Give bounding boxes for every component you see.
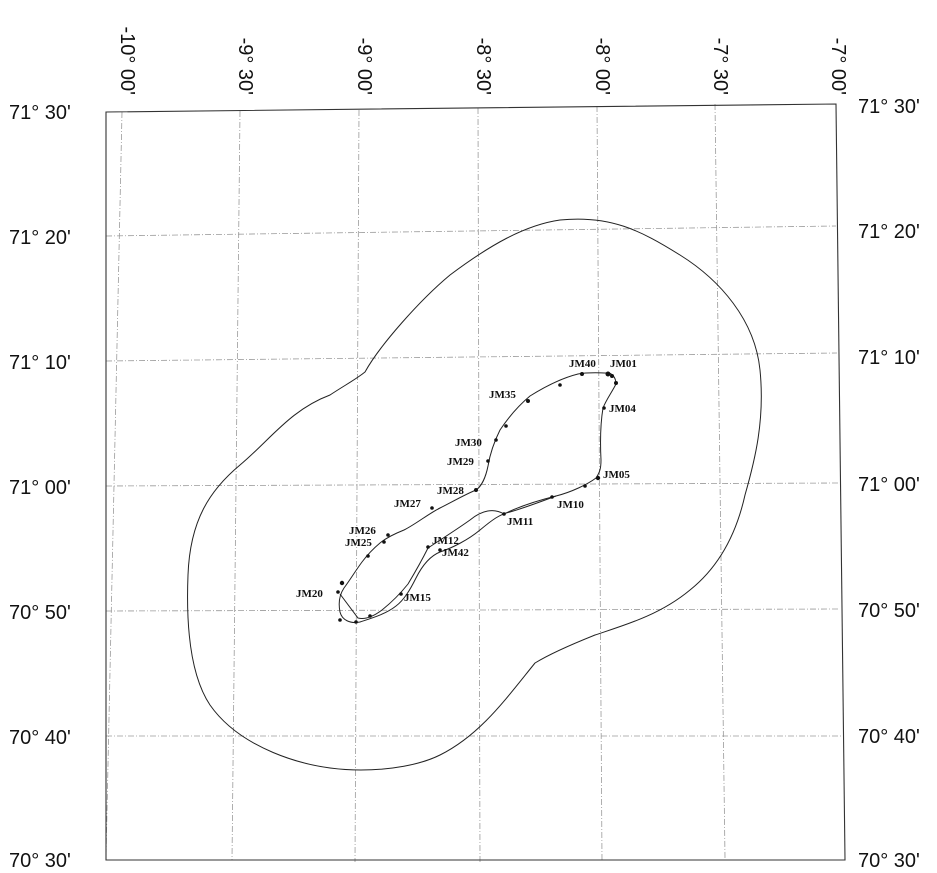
lon-label-10-00: -10° 00' <box>116 26 138 95</box>
station-dot-jm15 <box>399 592 403 596</box>
station-label-jm29: JM29 <box>447 456 474 468</box>
station-dot-jm35 <box>526 399 530 403</box>
station-label-jm42: JM42 <box>442 547 469 559</box>
lat-right-71-00: 71° 00' <box>858 474 920 496</box>
station-dot-jm02 <box>614 381 618 385</box>
station-label-jm01: JM01 <box>610 358 637 370</box>
lon-label-8-00: -8° 00' <box>591 38 613 95</box>
lat-right-71-30: 71° 30' <box>858 96 920 118</box>
meridian-8-30 <box>477 107 481 863</box>
meridian-9-00 <box>354 109 360 863</box>
latitude-labels-right: 71° 30' 71° 20' 71° 10' 71° 00' 70° 50' … <box>858 96 920 872</box>
lat-right-71-20: 71° 20' <box>858 221 920 243</box>
lat-right-70-50: 70° 50' <box>858 600 920 622</box>
station-label-jm25: JM25 <box>345 537 372 549</box>
outer-boundary <box>187 218 762 771</box>
lon-label-7-30: -7° 30' <box>709 38 731 95</box>
lon-label-9-30: -9° 30' <box>234 38 256 95</box>
station-label-jm40: JM40 <box>569 358 596 370</box>
station-label-jm26: JM26 <box>349 525 376 537</box>
parallel-71-20 <box>105 225 837 237</box>
station-dot-jm25 <box>382 540 386 544</box>
station-dot-jm30 <box>494 438 498 442</box>
lat-left-71-20: 71° 20' <box>9 227 71 249</box>
latitude-gridlines <box>105 225 842 737</box>
station-label-jm15: JM15 <box>404 592 431 604</box>
lon-label-7-00: -7° 00' <box>827 38 849 95</box>
lat-left-70-30: 70° 30' <box>9 850 71 872</box>
station-label-jm11: JM11 <box>507 516 533 528</box>
parallel-71-00 <box>105 482 839 487</box>
station-label-jm28: JM28 <box>437 485 464 497</box>
station-dot-jm11 <box>502 512 506 516</box>
lon-label-8-30: -8° 30' <box>472 38 494 95</box>
longitude-labels: -10° 00' -9° 30' -9° 00' -8° 30' -8° 00'… <box>116 26 849 95</box>
meridian-9-30 <box>231 110 241 861</box>
station-dot-jm19 <box>338 618 342 622</box>
station-label-jm05: JM05 <box>603 469 630 481</box>
station-label-jm20: JM20 <box>296 588 323 600</box>
parallel-70-50 <box>105 608 841 612</box>
station-label-jm30: JM30 <box>455 437 482 449</box>
station-dot-jm01 <box>605 371 611 377</box>
station-dot-jm17 <box>368 614 372 618</box>
station-dot-jm26 <box>386 533 390 537</box>
station-dot-jm36 <box>558 383 562 387</box>
lat-left-71-30: 71° 30' <box>9 102 71 124</box>
lon-label-9-00: -9° 00' <box>353 38 375 95</box>
station-dot-jm40 <box>580 372 584 376</box>
latitude-labels-left: 71° 30' 71° 20' 71° 10' 71° 00' 70° 50' … <box>9 102 71 872</box>
station-label-jm35: JM35 <box>489 389 516 401</box>
station-label-jm12: JM12 <box>432 535 459 547</box>
station-dot-jm18 <box>354 620 358 624</box>
station-dots <box>336 371 618 624</box>
station-dot-jm20 <box>336 590 340 594</box>
station-dot-jm27 <box>430 506 434 510</box>
station-dot-jm24 <box>366 554 370 558</box>
station-dot-jm12 <box>426 545 430 549</box>
station-dot-jm04 <box>602 406 606 410</box>
coastline-inner-track <box>339 495 557 619</box>
station-dot-jm29 <box>486 459 490 463</box>
meridian-10-00 <box>105 111 123 859</box>
meridian-8-00 <box>596 105 603 862</box>
station-label-jm04: JM04 <box>609 403 636 415</box>
map-frame <box>105 103 846 861</box>
station-dot-jm42 <box>438 548 442 552</box>
longitude-gridlines <box>105 103 726 863</box>
station-label-jm10: JM10 <box>557 499 584 511</box>
island-coastline <box>338 372 617 623</box>
lat-left-70-40: 70° 40' <box>9 727 71 749</box>
station-dot-jm01b <box>610 374 614 378</box>
station-dot-jm33 <box>504 424 508 428</box>
station-dot-jm09 <box>583 484 587 488</box>
parallel-71-10 <box>105 352 838 362</box>
station-dot-jm21 <box>339 580 345 586</box>
meridian-7-30 <box>714 103 726 859</box>
station-dot-jm28 <box>474 488 478 492</box>
station-dot-jm05 <box>595 475 601 481</box>
station-labels: JM40 JM01 JM35 JM04 JM30 JM29 JM05 JM28 … <box>296 358 637 604</box>
lat-right-71-10: 71° 10' <box>858 347 920 369</box>
lat-right-70-40: 70° 40' <box>858 726 920 748</box>
lat-left-70-50: 70° 50' <box>9 602 71 624</box>
station-label-jm27: JM27 <box>394 498 421 510</box>
lat-right-70-30: 70° 30' <box>858 850 920 872</box>
lat-left-71-10: 71° 10' <box>9 352 71 374</box>
station-dot-jm10 <box>550 495 554 499</box>
lat-left-71-00: 71° 00' <box>9 477 71 499</box>
